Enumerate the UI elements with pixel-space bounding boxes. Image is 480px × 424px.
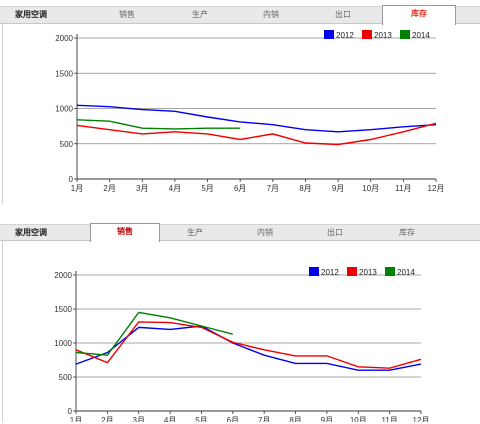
inventory-chart-panel: 家用空调 销售 生产 内销 出口 库存 0 500 1000 1500 2000 1月 2月… bbox=[0, 0, 480, 206]
x-tick-label: 8月 bbox=[299, 184, 311, 193]
legend-swatch-2014 bbox=[385, 267, 395, 276]
tab-domestic-sales[interactable]: 内销 bbox=[257, 228, 273, 237]
x-tick-label: 1月 bbox=[71, 184, 83, 193]
tab-sales[interactable]: 销售 bbox=[119, 10, 135, 19]
panel-border bbox=[2, 24, 3, 204]
x-tick-label: 3月 bbox=[133, 416, 145, 422]
y-tick-label: 1500 bbox=[55, 69, 73, 78]
y-tick-label: 2000 bbox=[55, 34, 73, 43]
x-tick-label: 6月 bbox=[227, 416, 239, 422]
x-tick-label: 10月 bbox=[362, 184, 379, 193]
inventory-line-chart: 0 500 1000 1500 2000 1月 2月 3月 4月 5月 6月 7月 8月 9月 10月 11月… bbox=[55, 30, 445, 193]
y-tick-label: 500 bbox=[59, 373, 73, 382]
y-tick-label: 2000 bbox=[54, 271, 72, 280]
x-tick-label: 4月 bbox=[169, 184, 181, 193]
category-label: 家用空调 bbox=[15, 10, 47, 19]
x-tick-label: 6月 bbox=[234, 184, 246, 193]
series-line-2013 bbox=[76, 122, 437, 146]
legend-label-2012: 2012 bbox=[336, 31, 354, 40]
legend-label-2013: 2013 bbox=[359, 268, 377, 277]
legend-swatch-2012 bbox=[324, 30, 334, 39]
tab-sales[interactable]: 销售 bbox=[90, 223, 160, 242]
y-tick-label: 1500 bbox=[54, 305, 72, 314]
tab-inventory[interactable]: 库存 bbox=[399, 228, 415, 237]
series-line-2012 bbox=[75, 325, 422, 371]
y-tick-label: 0 bbox=[68, 407, 73, 416]
tab-inventory[interactable]: 库存 bbox=[382, 5, 456, 25]
x-tick-label: 7月 bbox=[267, 184, 279, 193]
series-line-2013 bbox=[75, 321, 422, 369]
series-line-2014 bbox=[76, 119, 241, 130]
x-tick-label: 2月 bbox=[103, 184, 115, 193]
legend-label-2013: 2013 bbox=[374, 31, 392, 40]
panel-border bbox=[2, 240, 3, 422]
tab-production[interactable]: 生产 bbox=[187, 228, 203, 237]
x-tick-label: 11月 bbox=[381, 416, 397, 422]
x-tick-label: 11月 bbox=[395, 184, 411, 193]
tab-bar: 家用空调 销售 生产 内销 出口 库存 bbox=[0, 5, 480, 25]
x-tick-label: 7月 bbox=[258, 416, 270, 422]
legend: 2012 2013 2014 bbox=[324, 30, 430, 40]
series-line-2012 bbox=[76, 104, 437, 133]
legend-swatch-2012 bbox=[309, 267, 319, 276]
x-tick-label: 5月 bbox=[195, 416, 207, 422]
category-label: 家用空调 bbox=[15, 228, 47, 237]
x-tick-label: 1月 bbox=[70, 416, 82, 422]
legend-label-2014: 2014 bbox=[412, 31, 430, 40]
y-tick-label: 500 bbox=[60, 140, 74, 149]
x-tick-label: 5月 bbox=[201, 184, 213, 193]
legend-swatch-2013 bbox=[362, 30, 372, 39]
tab-export[interactable]: 出口 bbox=[335, 10, 351, 19]
tab-domestic-sales[interactable]: 内销 bbox=[263, 10, 279, 19]
x-tick-label: 4月 bbox=[164, 416, 176, 422]
x-tick-label: 10月 bbox=[350, 416, 367, 422]
series-line-2014 bbox=[75, 311, 233, 356]
legend-swatch-2013 bbox=[347, 267, 357, 276]
x-tick-label: 3月 bbox=[136, 184, 148, 193]
x-tick-label: 12月 bbox=[428, 184, 445, 193]
legend-swatch-2014 bbox=[400, 30, 410, 39]
x-tick-label: 8月 bbox=[289, 416, 301, 422]
x-tick-label: 2月 bbox=[101, 416, 113, 422]
legend: 2012 2013 2014 bbox=[309, 267, 415, 277]
sales-line-chart: 0 500 1000 1500 2000 1月 2月 3月 4月 5月 6月 7月 8月 9月 10月 11月… bbox=[54, 267, 430, 422]
x-tick-label: 12月 bbox=[413, 416, 430, 422]
tab-export[interactable]: 出口 bbox=[327, 228, 343, 237]
x-tick-label: 9月 bbox=[332, 184, 344, 193]
legend-label-2014: 2014 bbox=[397, 268, 415, 277]
tab-bar: 家用空调 销售 生产 内销 出口 库存 bbox=[0, 223, 480, 242]
y-tick-label: 1000 bbox=[55, 105, 73, 114]
sales-chart-panel: 家用空调 销售 生产 内销 出口 库存 0 500 1000 1500 2000 1月 2月… bbox=[0, 222, 480, 424]
y-tick-label: 1000 bbox=[54, 339, 72, 348]
x-tick-label: 9月 bbox=[321, 416, 333, 422]
tab-production[interactable]: 生产 bbox=[192, 10, 208, 19]
y-tick-label: 0 bbox=[69, 175, 74, 184]
legend-label-2012: 2012 bbox=[321, 268, 339, 277]
